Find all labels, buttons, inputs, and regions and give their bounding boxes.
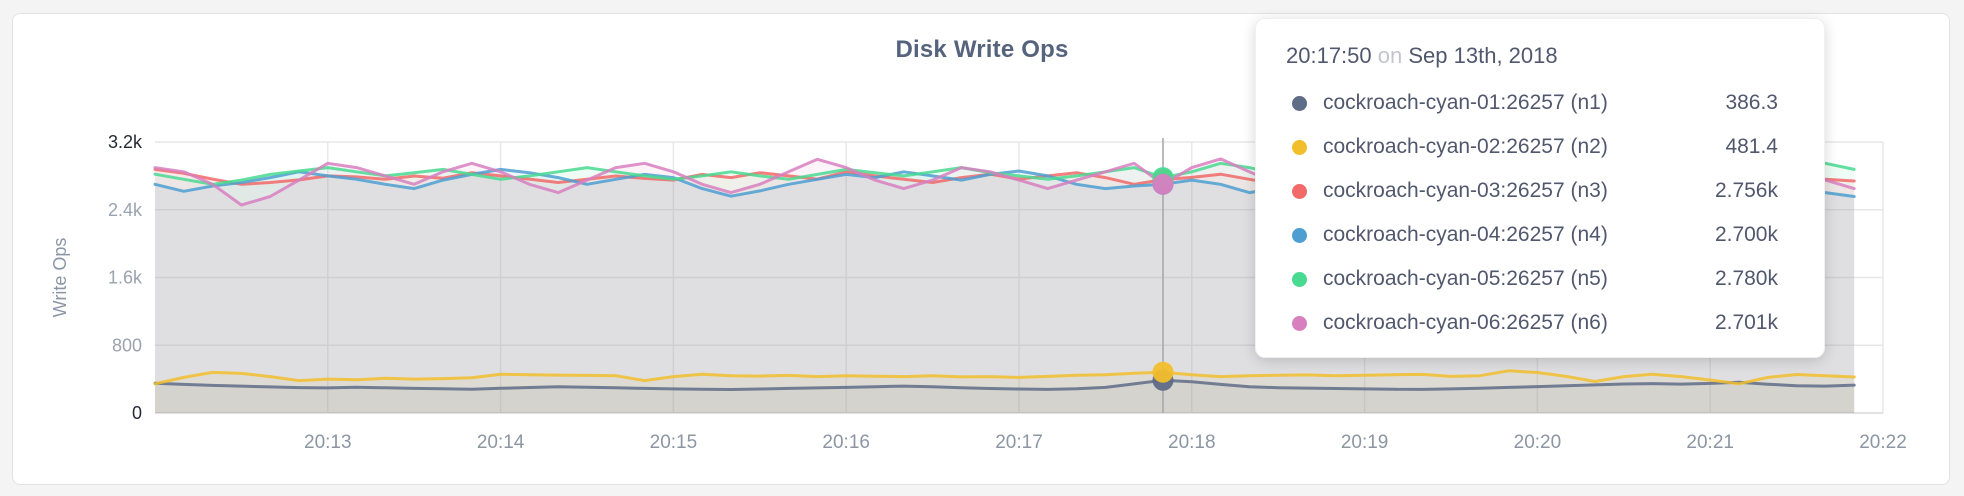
series-color-dot-icon	[1292, 95, 1307, 111]
series-value: 2.700k	[1714, 223, 1778, 246]
y-tick-label: 3.2k	[108, 132, 143, 152]
series-value: 2.701k	[1714, 311, 1778, 334]
series-color-dot-icon	[1292, 227, 1307, 243]
tooltip-time: 20:17:50	[1286, 43, 1372, 68]
tooltip-row: cockroach-cyan-04:26257 (n4) 2.700k	[1286, 213, 1778, 257]
series-name: cockroach-cyan-02:26257 (n2)	[1323, 135, 1608, 158]
x-tick-label: 20:18	[1168, 432, 1216, 453]
series-value: 386.3	[1725, 91, 1778, 114]
x-tick-label: 20:19	[1341, 432, 1389, 453]
hover-point	[1152, 173, 1174, 195]
series-name: cockroach-cyan-01:26257 (n1)	[1323, 91, 1608, 114]
series-line	[153, 378, 1856, 391]
tooltip-row: cockroach-cyan-01:26257 (n1) 386.3	[1286, 81, 1778, 125]
series-color-dot-icon	[1292, 315, 1307, 331]
tooltip-header: 20:17:50 on Sep 13th, 2018	[1286, 43, 1778, 69]
x-tick-label: 20:21	[1686, 432, 1734, 453]
x-tick-label: 20:16	[822, 432, 870, 453]
series-value: 481.4	[1725, 135, 1778, 158]
series-name: cockroach-cyan-04:26257 (n4)	[1323, 223, 1608, 246]
tooltip-row: cockroach-cyan-06:26257 (n6) 2.701k	[1286, 301, 1778, 345]
y-axis-label: Write Ops	[50, 238, 70, 318]
hover-tooltip: 20:17:50 on Sep 13th, 2018 cockroach-cya…	[1255, 18, 1825, 358]
tooltip-conjunction: on	[1377, 43, 1403, 68]
y-tick-label: 800	[112, 335, 142, 355]
series-color-dot-icon	[1292, 139, 1307, 155]
tooltip-row: cockroach-cyan-05:26257 (n5) 2.780k	[1286, 257, 1778, 301]
series-name: cockroach-cyan-03:26257 (n3)	[1323, 179, 1608, 202]
y-tick-label: 1.6k	[108, 268, 143, 288]
series-color-dot-icon	[1292, 271, 1307, 287]
x-tick-label: 20:15	[650, 432, 698, 453]
tooltip-row: cockroach-cyan-03:26257 (n3) 2.756k	[1286, 169, 1778, 213]
series-area	[155, 370, 1855, 413]
tooltip-row: cockroach-cyan-02:26257 (n2) 481.4	[1286, 125, 1778, 169]
x-tick-label: 20:17	[995, 432, 1043, 453]
y-tick-label: 0	[132, 403, 142, 423]
series-value: 2.780k	[1714, 267, 1778, 290]
series-name: cockroach-cyan-06:26257 (n6)	[1323, 311, 1608, 334]
y-tick-label: 2.4k	[108, 200, 143, 220]
tooltip-date: Sep 13th, 2018	[1408, 43, 1558, 68]
x-tick-label: 20:13	[304, 432, 352, 453]
x-tick-label: 20:14	[477, 432, 525, 453]
x-tick-label: 20:22	[1859, 432, 1907, 453]
x-tick-label: 20:20	[1514, 432, 1562, 453]
tooltip-legend: cockroach-cyan-01:26257 (n1) 386.3 cockroa…	[1286, 81, 1778, 345]
chart-title: Disk Write Ops	[895, 36, 1069, 63]
series-name: cockroach-cyan-05:26257 (n5)	[1323, 267, 1608, 290]
series-color-dot-icon	[1292, 183, 1307, 199]
series-line	[153, 369, 1856, 386]
hover-point	[1152, 361, 1174, 383]
series-value: 2.756k	[1714, 179, 1778, 202]
